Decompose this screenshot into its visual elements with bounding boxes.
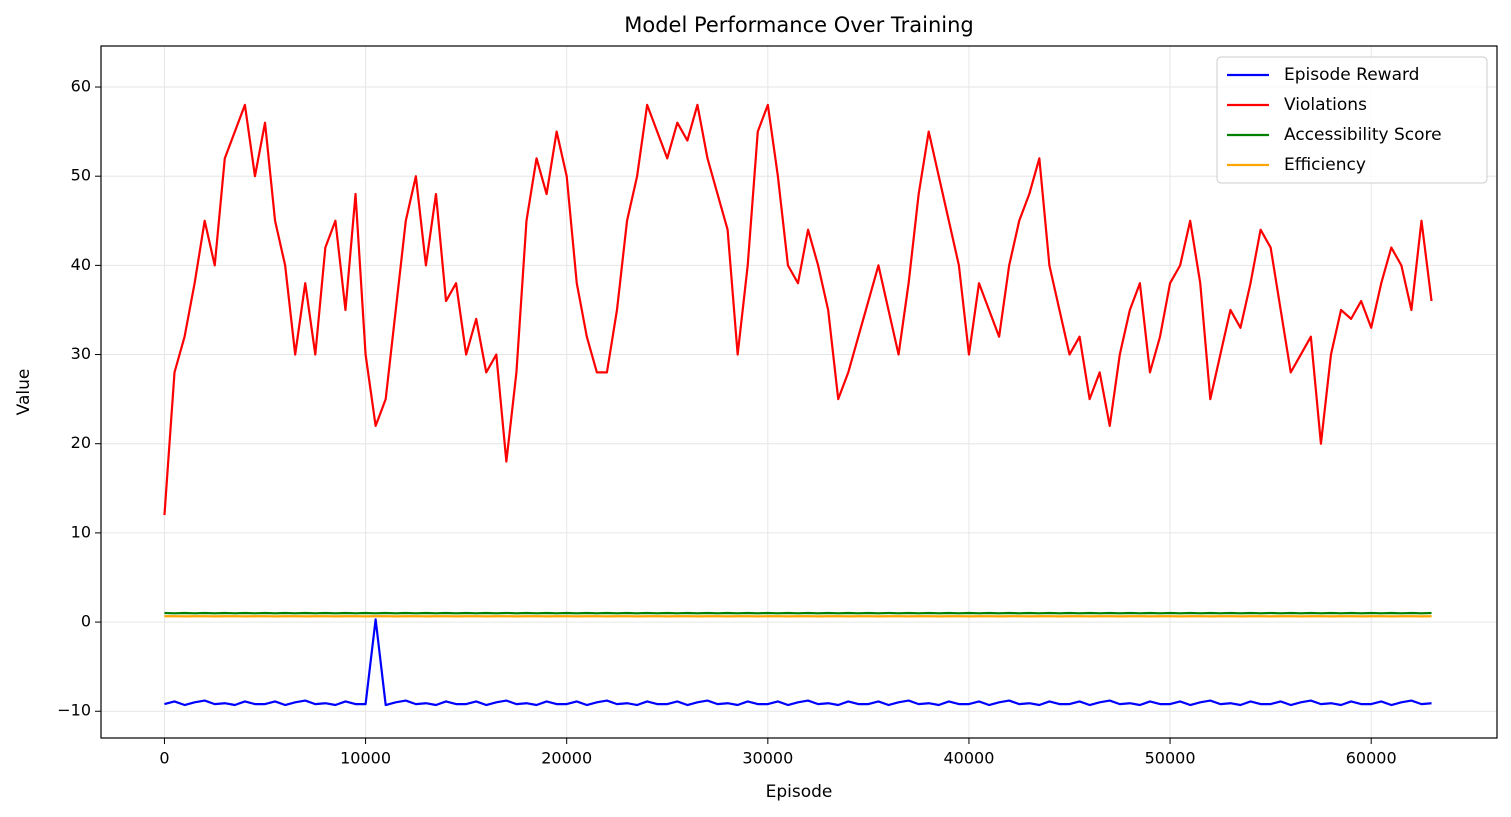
y-axis-label: Value bbox=[14, 369, 34, 416]
y-tick-label: 20 bbox=[71, 433, 91, 452]
x-tick-label: 0 bbox=[159, 749, 169, 768]
chart-title: Model Performance Over Training bbox=[624, 13, 974, 37]
y-tick-label: 50 bbox=[71, 166, 91, 185]
legend-label: Episode Reward bbox=[1284, 65, 1419, 85]
y-tick-label: 10 bbox=[71, 522, 91, 541]
x-tick-label: 20000 bbox=[541, 749, 592, 768]
x-tick-label: 30000 bbox=[742, 749, 793, 768]
legend-label: Efficiency bbox=[1284, 155, 1366, 175]
x-axis-label: Episode bbox=[766, 782, 833, 802]
y-tick-label: 40 bbox=[71, 255, 91, 274]
x-tick-label: 50000 bbox=[1145, 749, 1196, 768]
x-tick-label: 40000 bbox=[943, 749, 994, 768]
series-line bbox=[163, 103, 1433, 516]
series-line bbox=[164, 618, 1432, 707]
y-tick-label: −10 bbox=[57, 701, 91, 720]
y-tick-label: 60 bbox=[71, 77, 91, 96]
y-tick-label: 30 bbox=[71, 344, 91, 363]
y-tick-label: 0 bbox=[81, 612, 91, 631]
legend-box bbox=[1216, 56, 1488, 184]
plot-frame bbox=[100, 45, 1498, 739]
x-tick-label: 60000 bbox=[1346, 749, 1397, 768]
x-tick-label: 10000 bbox=[340, 749, 391, 768]
legend-label: Accessibility Score bbox=[1284, 125, 1442, 145]
legend-label: Violations bbox=[1284, 95, 1367, 115]
